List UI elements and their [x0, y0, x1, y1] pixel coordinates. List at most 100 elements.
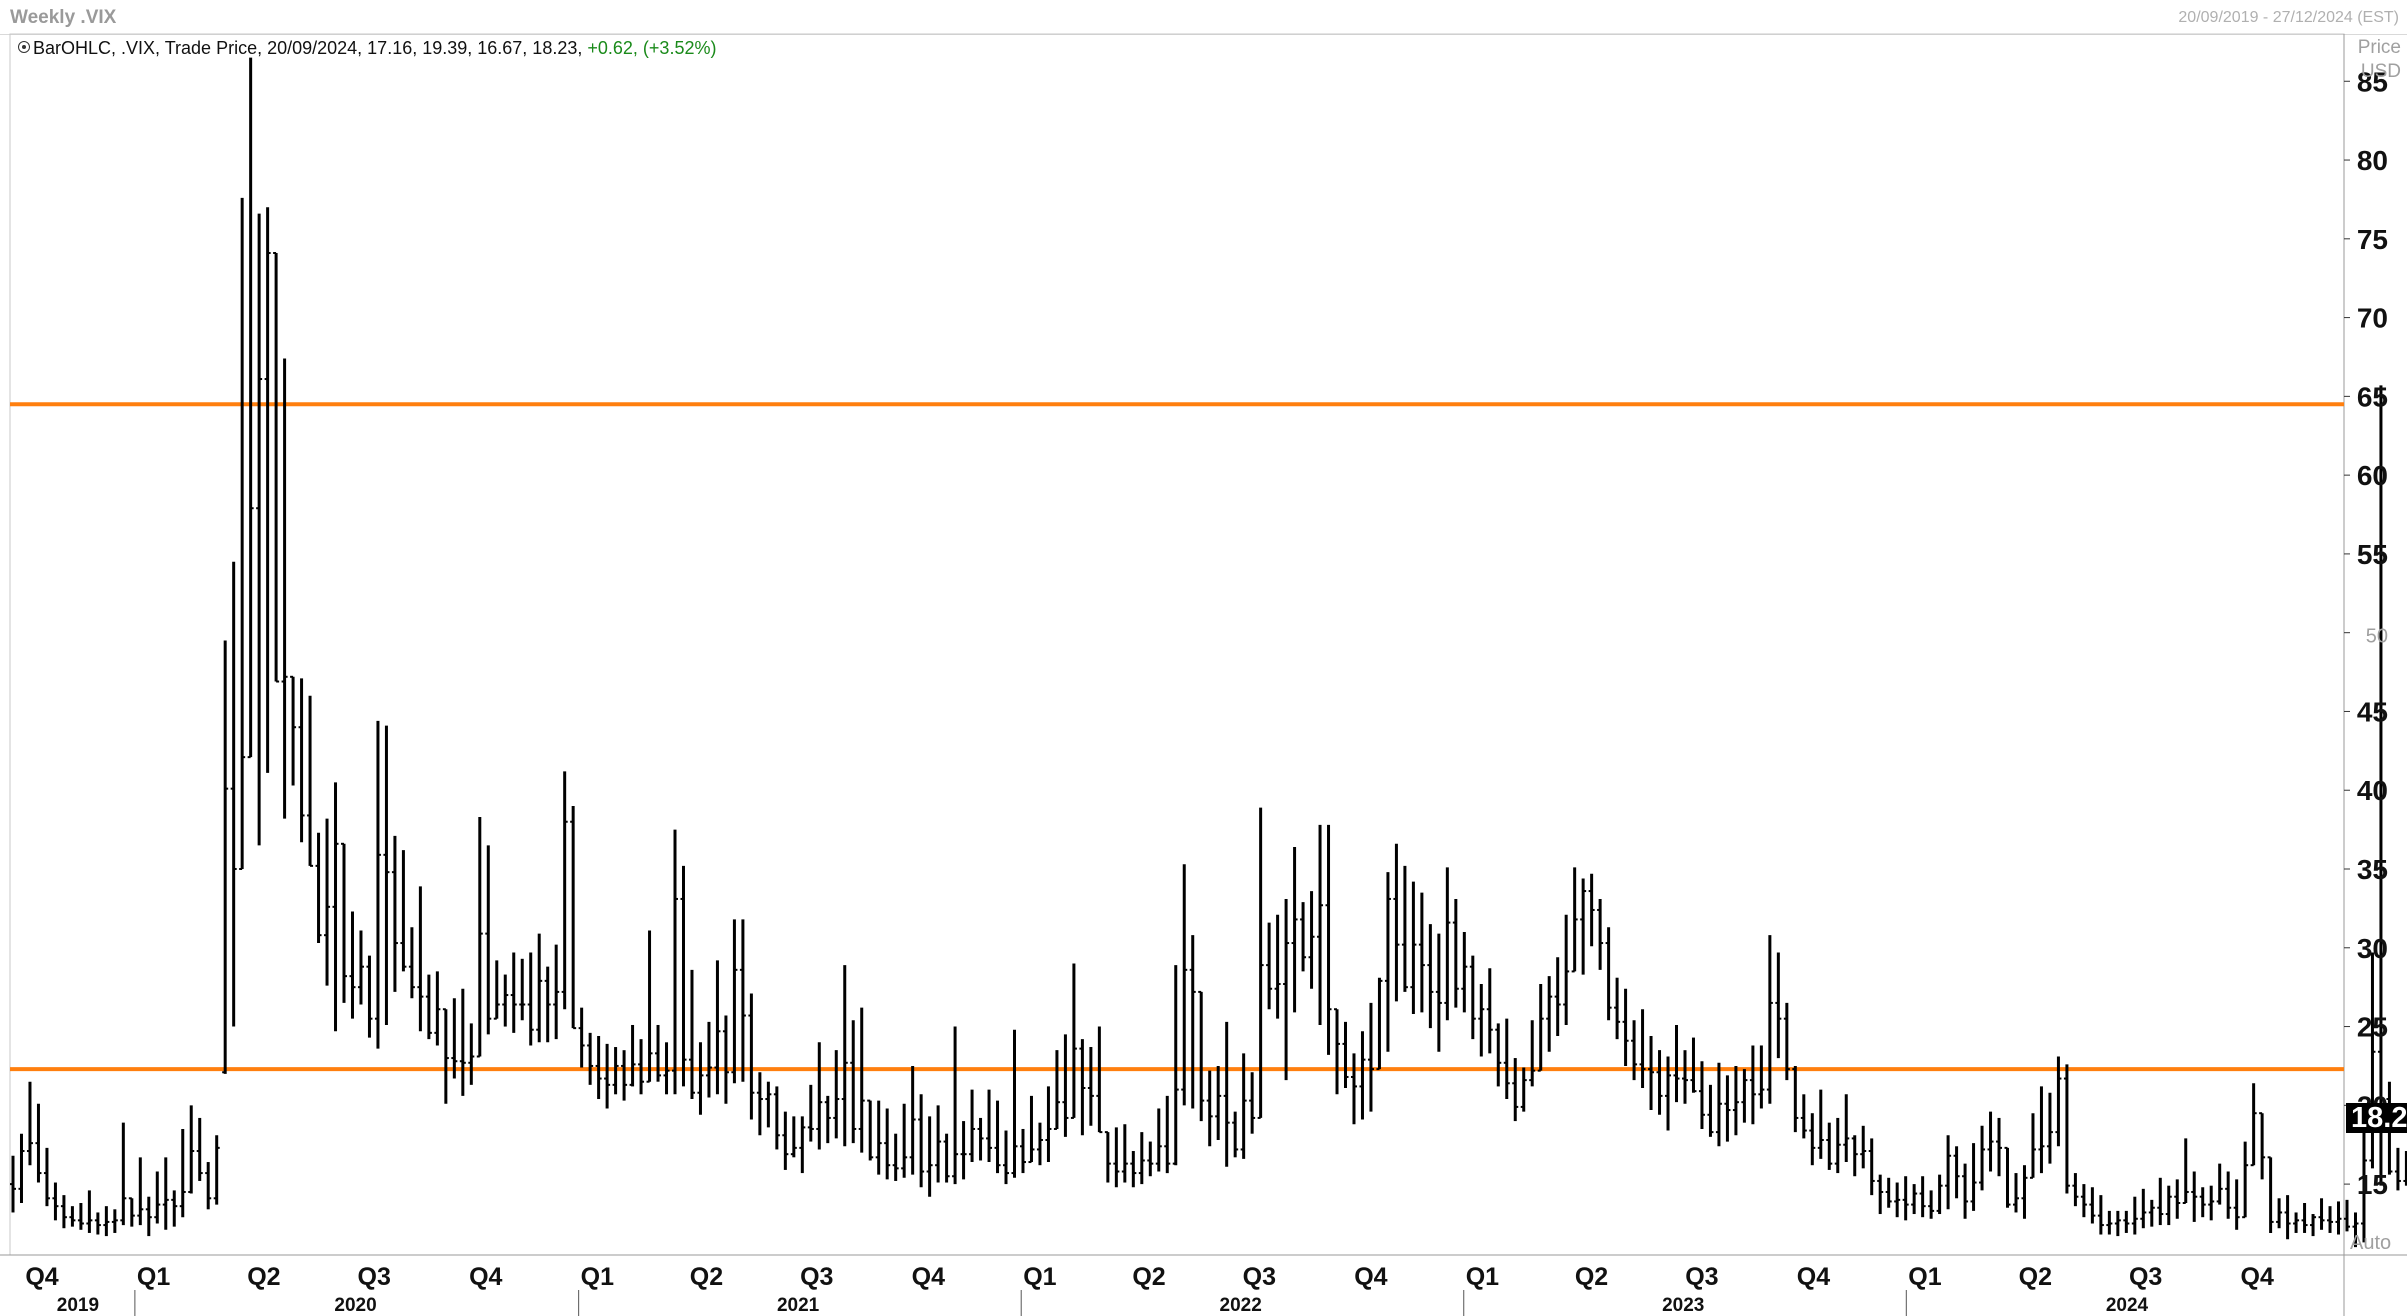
- ohlc-bar: [1113, 1127, 1120, 1188]
- ohlc-bar: [1206, 1070, 1213, 1147]
- ohlc-bar: [544, 966, 551, 1043]
- ohlc-bar: [680, 865, 687, 1087]
- y-tick-label: 25: [2357, 1012, 2388, 1043]
- ohlc-bar: [2123, 1210, 2130, 1233]
- ohlc-bar: [841, 965, 848, 1147]
- ohlc-bar: [1673, 1024, 1680, 1103]
- ohlc-bar: [2004, 1146, 2011, 1208]
- ohlc-bar: [850, 1020, 857, 1144]
- ohlc-bar: [1834, 1117, 1841, 1174]
- auto-scale-label[interactable]: Auto: [2350, 1232, 2391, 1254]
- ohlc-bar: [1741, 1069, 1748, 1123]
- ohlc-bar: [1300, 902, 1307, 972]
- ohlc-bar: [672, 829, 679, 1095]
- ohlc-bar: [739, 919, 746, 1082]
- ohlc-bar: [2284, 1195, 2291, 1240]
- ohlc-bar: [875, 1100, 882, 1175]
- legend-eye-icon[interactable]: [18, 41, 30, 53]
- ohlc-bar: [943, 1133, 950, 1183]
- ohlc-bar: [128, 1197, 135, 1227]
- ohlc-bar: [2021, 1165, 2028, 1219]
- ohlc-bar: [714, 960, 721, 1095]
- ohlc-bar: [1325, 824, 1332, 1055]
- ohlc-bar: [1130, 1151, 1137, 1188]
- ohlc-bar: [1503, 1018, 1510, 1100]
- ohlc-bar: [536, 933, 543, 1043]
- ohlc-bar: [1079, 1039, 1086, 1136]
- ohlc-bar: [1189, 935, 1196, 1109]
- x-year-label: 2020: [334, 1295, 376, 1316]
- ohlc-bar: [400, 850, 407, 972]
- ohlc-bar: [612, 1047, 619, 1095]
- ohlc-bar: [1749, 1045, 1756, 1125]
- ohlc-bar: [1096, 1026, 1103, 1134]
- ohlc-bar: [196, 1117, 203, 1181]
- x-quarter-label: Q2: [1132, 1263, 1165, 1291]
- ohlc-bar: [1427, 924, 1434, 1029]
- ohlc-bar: [1877, 1174, 1884, 1215]
- ohlc-bar: [52, 1182, 59, 1221]
- ohlc-bar: [1690, 1037, 1697, 1093]
- ohlc-bar: [1580, 878, 1587, 975]
- x-quarter-label: Q4: [25, 1263, 58, 1291]
- ohlc-bar: [26, 1081, 33, 1166]
- ohlc-bar: [1656, 1050, 1663, 1115]
- ohlc-bar: [1384, 872, 1391, 1052]
- ohlc-bar: [434, 971, 441, 1046]
- ohlc-bar: [765, 1081, 772, 1128]
- ohlc-bar: [10, 1155, 16, 1213]
- y-tick-label: 15: [2357, 1169, 2388, 1200]
- ohlc-bar: [442, 1008, 449, 1104]
- ohlc-bar: [2148, 1199, 2155, 1227]
- ohlc-bar: [655, 1024, 662, 1082]
- ohlc-bar: [1418, 892, 1425, 1013]
- ohlc-bar: [213, 1135, 220, 1205]
- ohlc-bar: [493, 960, 500, 1020]
- ohlc-bar: [1469, 955, 1476, 1040]
- ohlc-bar: [1724, 1075, 1731, 1142]
- ohlc-bar: [2394, 1147, 2401, 1191]
- ohlc-bar: [960, 1121, 967, 1180]
- ohlc-bar: [1605, 927, 1612, 1021]
- ohlc-bar: [2072, 1173, 2079, 1207]
- ohlc-bar: [1147, 1141, 1154, 1177]
- ohlc-bar: [1350, 1053, 1357, 1125]
- ohlc-bar: [256, 213, 263, 846]
- y-tick-label: 40: [2357, 775, 2388, 806]
- ohlc-bar: [2344, 1199, 2350, 1232]
- ohlc-bar: [485, 845, 492, 1035]
- ohlc-bar: [2225, 1171, 2232, 1219]
- ohlc-bar: [2293, 1212, 2300, 1233]
- ohlc-bar: [1588, 873, 1595, 947]
- y-tick-label: 65: [2357, 381, 2388, 412]
- ohlc-bar: [290, 675, 297, 786]
- ohlc-bar: [1826, 1122, 1833, 1170]
- ohlc-bar: [239, 197, 246, 871]
- ohlc-bar: [1512, 1058, 1519, 1122]
- ohlc-bar: [273, 251, 280, 683]
- last-price-tag: 18.23: [2346, 1103, 2407, 1133]
- plot-frame: [0, 33, 2407, 1316]
- ohlc-bar: [298, 678, 305, 843]
- ohlc-bar: [1410, 881, 1417, 1014]
- ohlc-bar: [1707, 1084, 1714, 1137]
- ohlc-bar: [977, 1117, 984, 1161]
- ohlc-bar: [561, 771, 568, 1010]
- ohlc-bar: [2165, 1185, 2172, 1226]
- axis-header-price: Price: [2357, 37, 2401, 58]
- ohlc-bar: [1546, 976, 1553, 1052]
- x-quarter-label: Q3: [1685, 1263, 1718, 1291]
- ohlc-bar: [2276, 1198, 2283, 1229]
- ohlc-bar: [1571, 867, 1578, 973]
- ohlc-bar: [247, 57, 254, 759]
- time-axis[interactable]: Q4 Q1 Q2 Q3 Q4 Q1 Q2 Q3 Q4 Q1 Q2 Q3 Q4 Q1 Q2 Q3 Q4 Q1 Q2 Q3…: [25, 1263, 2274, 1316]
- ohlc-bar: [383, 725, 390, 1025]
- ohlc-bar: [1308, 891, 1315, 989]
- ohlc-bar: [1979, 1125, 1986, 1191]
- ohlc-bar: [1732, 1065, 1739, 1136]
- ohlc-bar: [570, 805, 577, 1030]
- ohlc-bar: [1401, 865, 1408, 992]
- x-quarter-label: Q3: [358, 1263, 391, 1291]
- price-axis[interactable]: 152025303540455055606570758085: [2344, 66, 2388, 1200]
